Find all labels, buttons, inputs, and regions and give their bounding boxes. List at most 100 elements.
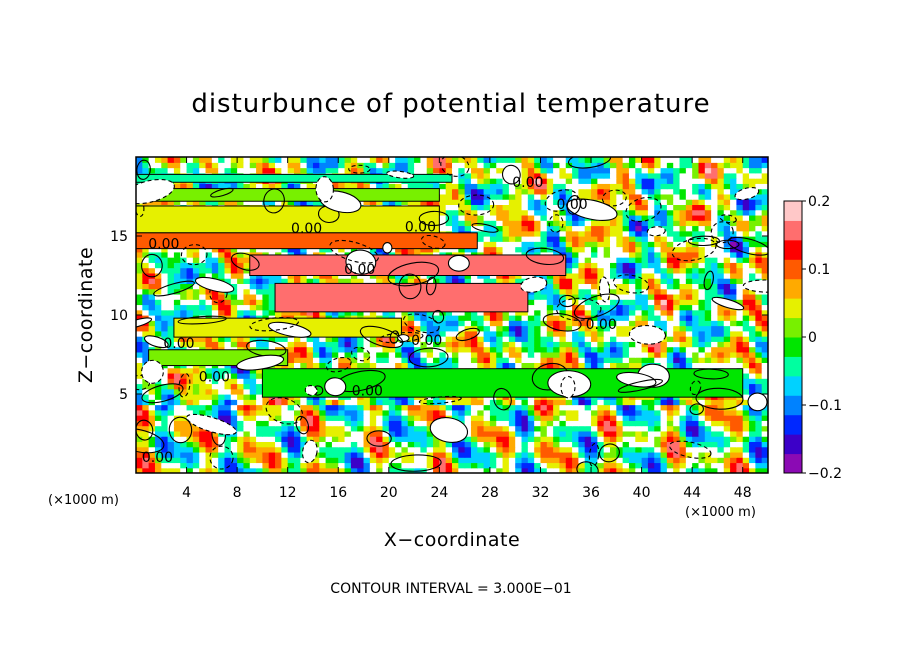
field-cell: [723, 457, 731, 464]
field-cell: [256, 341, 263, 348]
field-cell: [559, 304, 567, 311]
field-cell: [192, 283, 200, 290]
field-cell: [527, 430, 535, 437]
field-cell: [578, 362, 586, 369]
field-cell: [205, 430, 213, 437]
field-cell: [483, 467, 491, 473]
field-cell: [628, 220, 636, 227]
field-cell: [521, 320, 529, 327]
field-cell: [167, 441, 175, 448]
field-cell: [300, 346, 308, 353]
field-cell: [458, 451, 466, 458]
field-cell: [502, 230, 510, 237]
field-cell: [275, 425, 282, 432]
field-cell: [578, 409, 586, 416]
field-cell: [136, 462, 143, 469]
field-cell: [749, 272, 756, 279]
field-cell: [559, 430, 567, 437]
field-cell: [306, 430, 314, 437]
field-cell: [666, 357, 674, 363]
field-cell: [730, 236, 737, 242]
field-cell: [331, 462, 339, 469]
field-cell: [666, 257, 674, 263]
field-cell: [237, 394, 245, 400]
field-cell: [647, 209, 655, 216]
field-cell: [736, 336, 744, 342]
field-cell: [224, 399, 232, 406]
field-cell: [673, 225, 681, 232]
field-cell: [641, 436, 649, 442]
field-cell: [749, 267, 756, 274]
field-cell: [660, 236, 668, 242]
field-cell: [666, 315, 674, 321]
field-cell: [186, 288, 194, 295]
field-cell: [294, 467, 301, 473]
field-cell: [237, 288, 245, 295]
field-cell: [685, 336, 693, 342]
field-cell: [565, 293, 573, 300]
field-cell: [723, 362, 731, 369]
field-cell: [572, 325, 579, 332]
field-cell: [458, 346, 466, 353]
field-cell: [192, 251, 200, 258]
field-cell: [357, 399, 365, 406]
field-cell: [723, 467, 731, 473]
field-cell: [407, 341, 415, 348]
field-cell: [628, 446, 636, 453]
field-cell: [414, 341, 421, 348]
field-cell: [161, 467, 169, 473]
field-cell: [192, 267, 200, 274]
field-cell: [704, 251, 712, 258]
field-cell: [578, 346, 586, 353]
field-cell: [401, 278, 409, 284]
field-cell: [616, 436, 624, 442]
field-cell: [711, 330, 719, 337]
field-cell: [148, 420, 156, 427]
field-cell: [376, 420, 384, 427]
field-cell: [546, 409, 554, 416]
field-cell: [534, 346, 542, 353]
field-cell: [666, 278, 674, 284]
field-cell: [660, 399, 668, 406]
field-cell: [559, 346, 567, 353]
field-cell: [742, 351, 750, 358]
field-cell: [654, 293, 662, 300]
field-cell: [363, 420, 371, 427]
field-cell: [388, 362, 396, 369]
field-cell: [673, 362, 681, 369]
field-cell: [704, 425, 712, 432]
field-cell: [730, 246, 737, 253]
field-cell: [243, 436, 251, 442]
field-cell: [749, 409, 756, 416]
field-cell: [331, 446, 339, 453]
field-cell: [666, 325, 674, 332]
field-cell: [679, 362, 687, 369]
field-cell: [161, 293, 169, 300]
field-cell: [338, 462, 346, 469]
field-cell: [578, 399, 586, 406]
field-cell: [730, 420, 737, 427]
field-cell: [445, 446, 453, 453]
field-cell: [357, 415, 365, 421]
field-cell: [420, 399, 428, 406]
field-cell: [173, 404, 181, 411]
field-cell: [572, 462, 579, 469]
field-cell: [685, 341, 693, 348]
field-cell: [723, 325, 731, 332]
field-cell: [534, 236, 542, 242]
field-cell: [635, 462, 643, 469]
field-cell: [496, 351, 504, 358]
field-cell: [685, 320, 693, 327]
field-cell: [300, 441, 308, 448]
field-cell: [610, 351, 617, 358]
field-cell: [761, 351, 768, 358]
field-cell: [167, 451, 175, 458]
field-cell: [755, 425, 763, 432]
field-cell: [717, 220, 725, 227]
field-cell: [540, 346, 548, 353]
field-cell: [742, 451, 750, 458]
field-cell: [515, 362, 523, 369]
field-cell: [647, 357, 655, 363]
field-cell: [312, 409, 320, 416]
field-cell: [666, 330, 674, 337]
